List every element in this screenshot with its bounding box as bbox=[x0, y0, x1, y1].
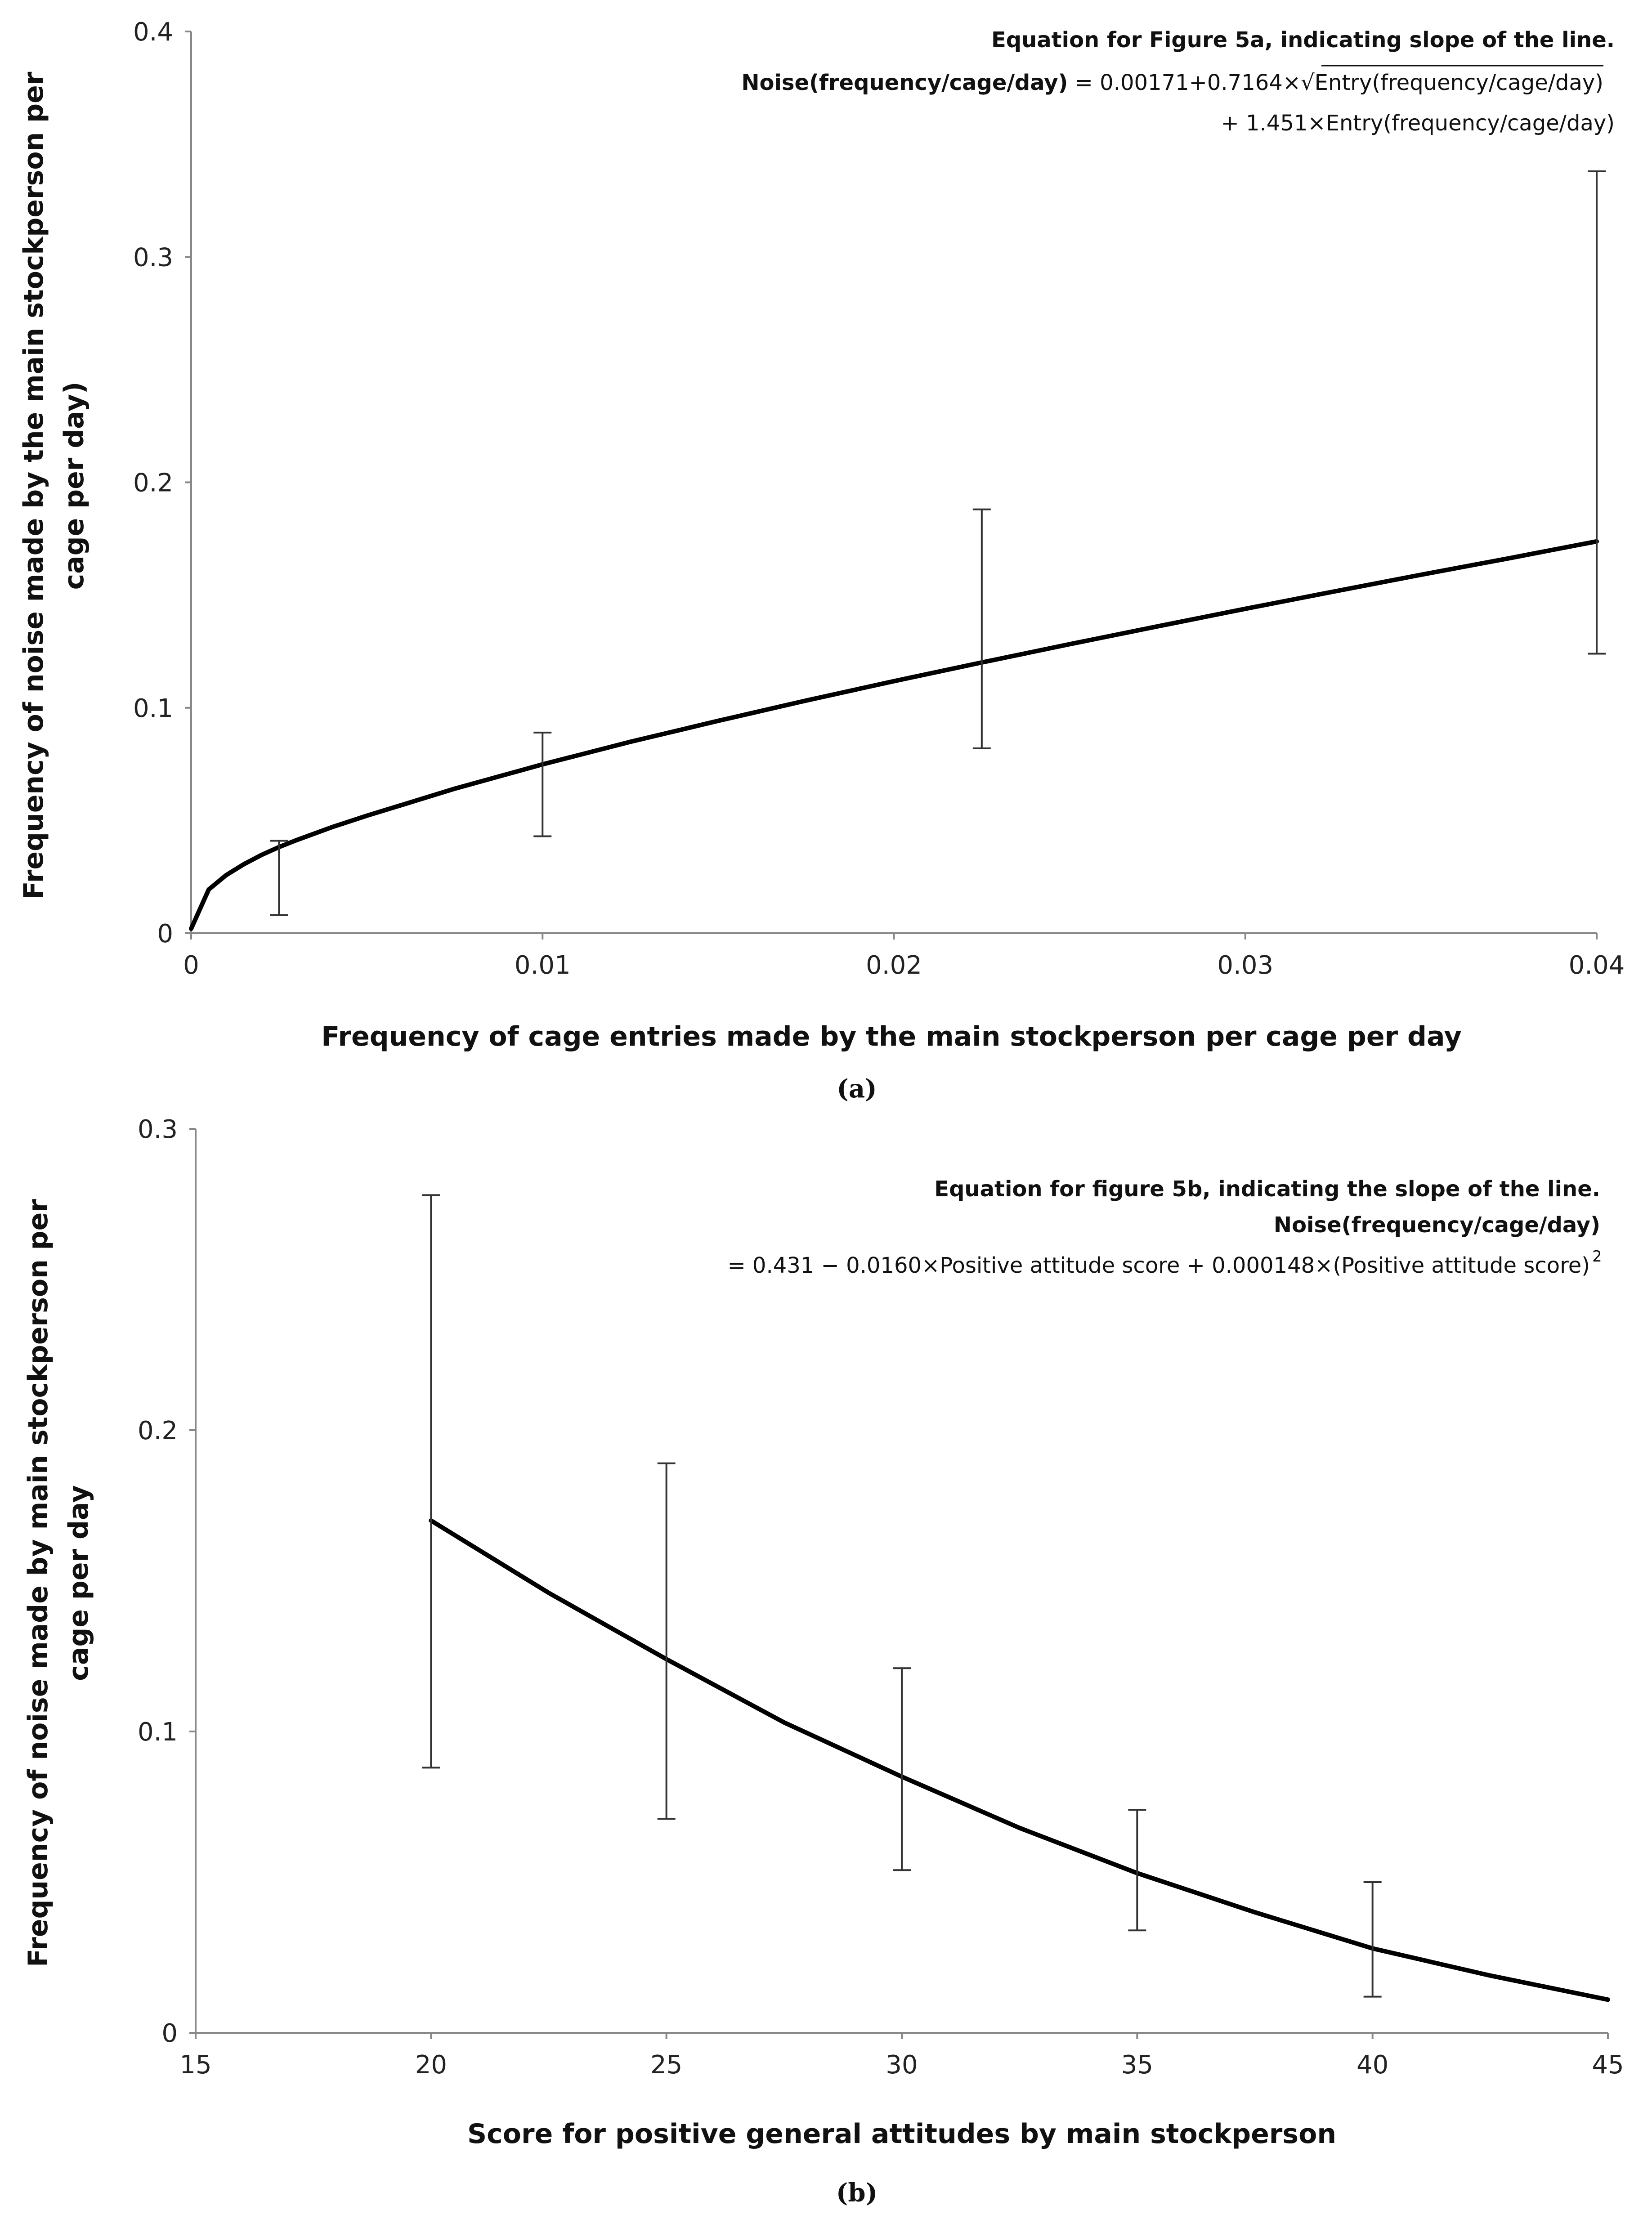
y-tick-label: 0.4 bbox=[133, 18, 173, 47]
chart-b-equation-superscript: 2 bbox=[1592, 1248, 1602, 1266]
chart-a-x-axis-title: Frequency of cage entries made by the ma… bbox=[321, 1021, 1461, 1052]
x-tick-label: 25 bbox=[650, 2050, 682, 2080]
y-tick-label: 0.1 bbox=[133, 694, 173, 723]
y-tick-label: 0.2 bbox=[133, 469, 173, 498]
x-tick-label: 0.01 bbox=[515, 951, 571, 980]
x-tick-label: 0.03 bbox=[1217, 951, 1273, 980]
chart-b-error-bars bbox=[422, 1194, 1382, 1998]
y-tick-label: 0.3 bbox=[138, 1115, 178, 1144]
error-bar bbox=[657, 1462, 676, 1820]
chart-b-panel-label: (b) bbox=[836, 2178, 877, 2208]
chart-a-y-axis-title-line2: cage per day) bbox=[58, 382, 90, 590]
chart-b: 15 20 25 30 35 40 45 0 0.1 0.2 0.3 Equation for fi… bbox=[22, 1115, 1624, 2208]
chart-b-y-axis-title-line2: cage per day bbox=[63, 1485, 94, 1681]
chart-b-equation: Equation for figure 5b, indicating the s… bbox=[727, 1177, 1602, 1278]
chart-a: 0 0.01 0.02 0.03 0.04 0 0.1 0.2 0.3 0.4 Equation … bbox=[18, 18, 1625, 1104]
chart-a-equation-lhs: Noise(frequency/cage/day) bbox=[741, 70, 1068, 95]
chart-a-equation-coeffs: = 0.00171+0.7164× bbox=[1068, 70, 1301, 95]
x-tick-label: 0 bbox=[183, 951, 199, 980]
chart-a-axes bbox=[190, 31, 1597, 934]
chart-b-x-axis-title: Score for positive general attitudes by … bbox=[467, 2118, 1336, 2150]
y-tick-label: 0.2 bbox=[138, 1416, 178, 1445]
error-bar bbox=[972, 508, 991, 749]
x-tick-label: 15 bbox=[179, 2050, 211, 2080]
chart-a-y-axis-title-line1: Frequency of noise made by the main stoc… bbox=[18, 72, 49, 899]
x-tick-label: 0.04 bbox=[1569, 951, 1625, 980]
chart-b-y-axis-title-line1: Frequency of noise made by main stockper… bbox=[22, 1199, 54, 1967]
error-bar bbox=[533, 731, 552, 837]
chart-a-equation-sqrt-term: Entry(frequency/cage/day) bbox=[1315, 70, 1603, 95]
chart-b-equation-line1: Noise(frequency/cage/day) bbox=[1274, 1212, 1600, 1238]
chart-a-curve bbox=[189, 539, 1599, 931]
chart-a-equation-line1: Noise(frequency/cage/day) = 0.00171+0.71… bbox=[741, 70, 1603, 95]
y-tick-label: 0 bbox=[161, 2019, 178, 2048]
error-bar bbox=[422, 1194, 440, 1769]
x-tick-label: 30 bbox=[886, 2050, 918, 2080]
error-bar bbox=[893, 1667, 911, 1871]
chart-a-equation-line2: + 1.451×Entry(frequency/cage/day) bbox=[1221, 111, 1615, 136]
error-bar bbox=[1363, 1881, 1382, 1998]
x-tick-label: 45 bbox=[1592, 2050, 1624, 2080]
chart-a-ticks: 0 0.01 0.02 0.03 0.04 0 0.1 0.2 0.3 0.4 bbox=[133, 18, 1625, 980]
chart-a-equation-sqrt-symbol: √ bbox=[1301, 70, 1315, 95]
y-tick-label: 0 bbox=[157, 919, 173, 948]
x-tick-label: 35 bbox=[1121, 2050, 1153, 2080]
chart-a-equation-title: Equation for Figure 5a, indicating slope… bbox=[991, 27, 1615, 53]
chart-a-error-bars bbox=[270, 170, 1606, 916]
error-bar bbox=[1128, 1809, 1146, 1932]
error-bar bbox=[270, 840, 288, 916]
chart-b-equation-title: Equation for figure 5b, indicating the s… bbox=[934, 1177, 1600, 1202]
chart-b-curve bbox=[429, 1518, 1610, 2002]
chart-b-equation-line2: = 0.431 − 0.0160×Positive attitude score… bbox=[727, 1253, 1590, 1278]
y-tick-label: 0.1 bbox=[138, 1718, 178, 1747]
y-tick-label: 0.3 bbox=[133, 243, 173, 272]
x-tick-label: 40 bbox=[1357, 2050, 1388, 2080]
x-tick-label: 20 bbox=[415, 2050, 447, 2080]
chart-a-equation: Equation for Figure 5a, indicating slope… bbox=[741, 27, 1615, 136]
chart-a-panel-label: (a) bbox=[837, 1074, 877, 1104]
error-bar bbox=[1588, 170, 1606, 655]
x-tick-label: 0.02 bbox=[866, 951, 922, 980]
chart-b-ticks: 15 20 25 30 35 40 45 0 0.1 0.2 0.3 bbox=[138, 1115, 1624, 2080]
